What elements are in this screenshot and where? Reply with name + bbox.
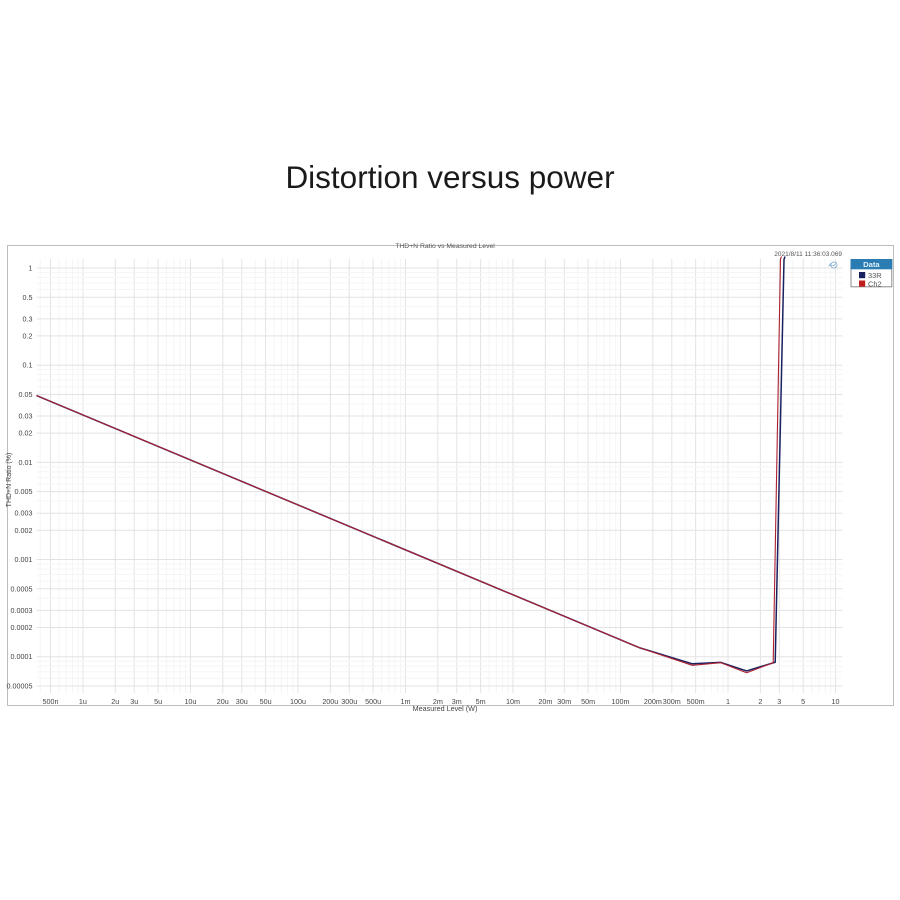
svg-text:0.01: 0.01 <box>19 458 33 467</box>
svg-text:0.3: 0.3 <box>23 314 33 323</box>
svg-text:0.0003: 0.0003 <box>11 606 33 615</box>
svg-text:Data: Data <box>863 260 880 269</box>
svg-text:0.05: 0.05 <box>19 390 33 399</box>
svg-text:0.0002: 0.0002 <box>11 623 33 632</box>
svg-text:0.0001: 0.0001 <box>11 652 33 661</box>
svg-text:0.03: 0.03 <box>19 412 33 421</box>
svg-text:2021/8/11 11:36:03.069: 2021/8/11 11:36:03.069 <box>774 251 842 258</box>
svg-text:0.1: 0.1 <box>23 361 33 370</box>
svg-text:0.2: 0.2 <box>23 331 33 340</box>
svg-text:1: 1 <box>29 264 33 273</box>
svg-text:0.0005: 0.0005 <box>11 584 33 593</box>
svg-text:0.02: 0.02 <box>19 429 33 438</box>
svg-text:Ch2: Ch2 <box>868 279 882 288</box>
svg-text:0.5: 0.5 <box>23 293 33 302</box>
svg-text:0.001: 0.001 <box>15 555 33 564</box>
svg-text:0.00005: 0.00005 <box>7 682 33 691</box>
